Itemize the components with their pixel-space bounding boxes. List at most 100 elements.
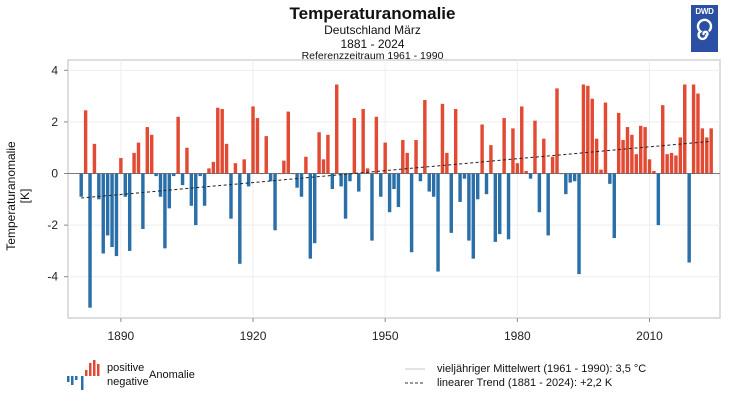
bar-2016 xyxy=(674,155,678,174)
bar-1996 xyxy=(586,85,590,174)
legend-trend-label: linearer Trend (1881 - 2024): +2,2 K xyxy=(437,377,613,389)
bar-1965 xyxy=(449,173,453,233)
bar-1899 xyxy=(158,173,163,197)
legend-anomaly-label: Anomalie xyxy=(149,369,195,381)
bar-1925 xyxy=(273,173,277,231)
bar-1993 xyxy=(572,173,577,182)
bar-1902 xyxy=(172,173,176,177)
bar-1885 xyxy=(97,173,101,200)
bar-1883 xyxy=(88,173,92,308)
bar-1897 xyxy=(149,134,154,174)
bar-1895 xyxy=(141,173,145,229)
bar-2015 xyxy=(669,152,674,174)
bar-1998 xyxy=(594,138,599,174)
bar-1980 xyxy=(515,163,520,174)
bar-1901 xyxy=(167,173,172,209)
bar-1893 xyxy=(132,152,136,174)
bar-1888 xyxy=(110,173,114,248)
y-tick-label: 2 xyxy=(51,115,58,129)
bar-1917 xyxy=(238,173,242,264)
bar-1908 xyxy=(198,173,202,177)
bar-1947 xyxy=(370,173,374,241)
y-ticks: -4 -2 0 2 4 xyxy=(47,63,68,284)
bar-2020 xyxy=(691,84,696,174)
bar-1946 xyxy=(365,168,370,174)
bar-1953 xyxy=(396,173,401,208)
bar-1942 xyxy=(348,173,352,182)
bar-1943 xyxy=(352,118,357,174)
bar-1973 xyxy=(484,173,489,195)
bar-1948 xyxy=(374,116,379,174)
legend-neg-bar xyxy=(81,376,84,390)
bar-1963 xyxy=(440,103,445,174)
bar-2005 xyxy=(625,127,630,174)
bar-1924 xyxy=(268,173,273,182)
bar-2009 xyxy=(643,127,647,174)
bar-1931 xyxy=(299,173,304,197)
bar-2024 xyxy=(709,128,713,174)
bar-2012 xyxy=(656,173,661,226)
bar-1961 xyxy=(431,173,436,197)
y-tick-label: 0 xyxy=(51,167,58,181)
dwd-logo: DWD xyxy=(691,5,718,52)
bar-1978 xyxy=(506,173,511,240)
bar-1907 xyxy=(194,173,198,226)
bar-1939 xyxy=(335,84,339,174)
bar-2017 xyxy=(678,137,683,174)
bar-1949 xyxy=(379,173,383,197)
chart-subtitle-reference: Referenzzeitraum 1961 - 1990 xyxy=(301,50,444,62)
bar-1913 xyxy=(220,109,224,174)
bar-1987 xyxy=(546,173,550,236)
bar-1900 xyxy=(163,173,167,249)
bar-1971 xyxy=(475,173,480,200)
bar-1951 xyxy=(387,173,392,213)
bar-1994 xyxy=(577,173,581,275)
bar-1894 xyxy=(136,142,141,174)
bar-2022 xyxy=(700,128,705,174)
bar-2007 xyxy=(634,154,639,174)
bar-1995 xyxy=(581,84,586,174)
bar-1956 xyxy=(409,173,414,253)
bar-1930 xyxy=(295,173,299,188)
bar-1982 xyxy=(524,170,528,174)
bar-2021 xyxy=(696,93,700,174)
bar-2011 xyxy=(652,170,656,174)
bar-1920 xyxy=(251,106,255,174)
bar-1944 xyxy=(357,173,361,192)
bar-1904 xyxy=(180,173,185,186)
legend-pos-bar xyxy=(97,364,100,376)
y-tick-label: 4 xyxy=(51,63,58,77)
legend-neg-bar xyxy=(71,376,74,385)
x-tick-label: 1890 xyxy=(108,329,135,343)
legend-negative-label: negative xyxy=(107,376,149,388)
bar-1884 xyxy=(92,143,97,174)
bar-1979 xyxy=(511,128,515,174)
bar-2023 xyxy=(705,137,709,174)
bar-1890 xyxy=(119,158,123,174)
bar-1914 xyxy=(224,143,229,174)
chart-title: Temperaturanomalie xyxy=(289,4,456,23)
chart-subtitle-region: Deutschland März xyxy=(324,23,421,37)
bar-2000 xyxy=(603,102,608,174)
legend-pos-bar xyxy=(89,363,92,376)
bar-1999 xyxy=(599,169,603,174)
legend-pos-bar xyxy=(85,370,88,376)
bar-1896 xyxy=(145,127,150,174)
bar-1997 xyxy=(590,98,594,174)
legend-mean-label: vieljähriger Mittelwert (1961 - 1990): 3… xyxy=(437,363,647,375)
chart-subtitle-period: 1881 - 2024 xyxy=(340,37,405,51)
bar-1915 xyxy=(229,173,233,219)
bar-1903 xyxy=(176,116,180,174)
bar-1964 xyxy=(445,152,449,174)
bar-1985 xyxy=(537,173,542,213)
bar-1975 xyxy=(493,173,498,242)
bar-1984 xyxy=(533,120,537,174)
bar-1962 xyxy=(436,173,440,272)
x-ticks: 1890 1920 1950 1980 2010 xyxy=(108,318,663,343)
bar-1933 xyxy=(308,173,313,259)
bar-2008 xyxy=(638,125,643,174)
bar-1881 xyxy=(79,173,83,197)
bar-1905 xyxy=(185,147,189,174)
bar-1966 xyxy=(453,109,458,174)
